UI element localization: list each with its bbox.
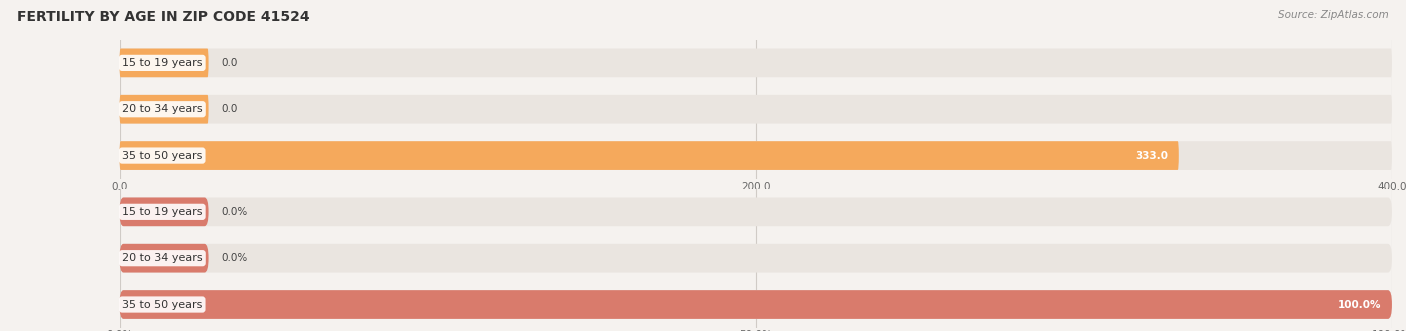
Text: 333.0: 333.0 xyxy=(1136,151,1168,161)
FancyBboxPatch shape xyxy=(120,244,208,272)
FancyBboxPatch shape xyxy=(120,290,1392,319)
Text: FERTILITY BY AGE IN ZIP CODE 41524: FERTILITY BY AGE IN ZIP CODE 41524 xyxy=(17,10,309,24)
FancyBboxPatch shape xyxy=(120,290,1392,319)
Text: 15 to 19 years: 15 to 19 years xyxy=(122,58,202,68)
FancyBboxPatch shape xyxy=(120,198,208,226)
FancyBboxPatch shape xyxy=(120,141,1178,170)
FancyBboxPatch shape xyxy=(120,49,208,77)
Text: 35 to 50 years: 35 to 50 years xyxy=(122,151,202,161)
Text: 0.0%: 0.0% xyxy=(221,253,247,263)
Text: 15 to 19 years: 15 to 19 years xyxy=(122,207,202,217)
FancyBboxPatch shape xyxy=(120,95,208,123)
Text: 100.0%: 100.0% xyxy=(1339,300,1382,309)
Text: 0.0: 0.0 xyxy=(221,104,238,114)
Text: 0.0%: 0.0% xyxy=(221,207,247,217)
Text: 20 to 34 years: 20 to 34 years xyxy=(122,253,202,263)
FancyBboxPatch shape xyxy=(120,198,1392,226)
FancyBboxPatch shape xyxy=(120,49,1392,77)
Text: Source: ZipAtlas.com: Source: ZipAtlas.com xyxy=(1278,10,1389,20)
FancyBboxPatch shape xyxy=(120,95,1392,123)
Text: 20 to 34 years: 20 to 34 years xyxy=(122,104,202,114)
Text: 0.0: 0.0 xyxy=(221,58,238,68)
Text: 35 to 50 years: 35 to 50 years xyxy=(122,300,202,309)
FancyBboxPatch shape xyxy=(120,244,1392,272)
FancyBboxPatch shape xyxy=(120,141,1392,170)
